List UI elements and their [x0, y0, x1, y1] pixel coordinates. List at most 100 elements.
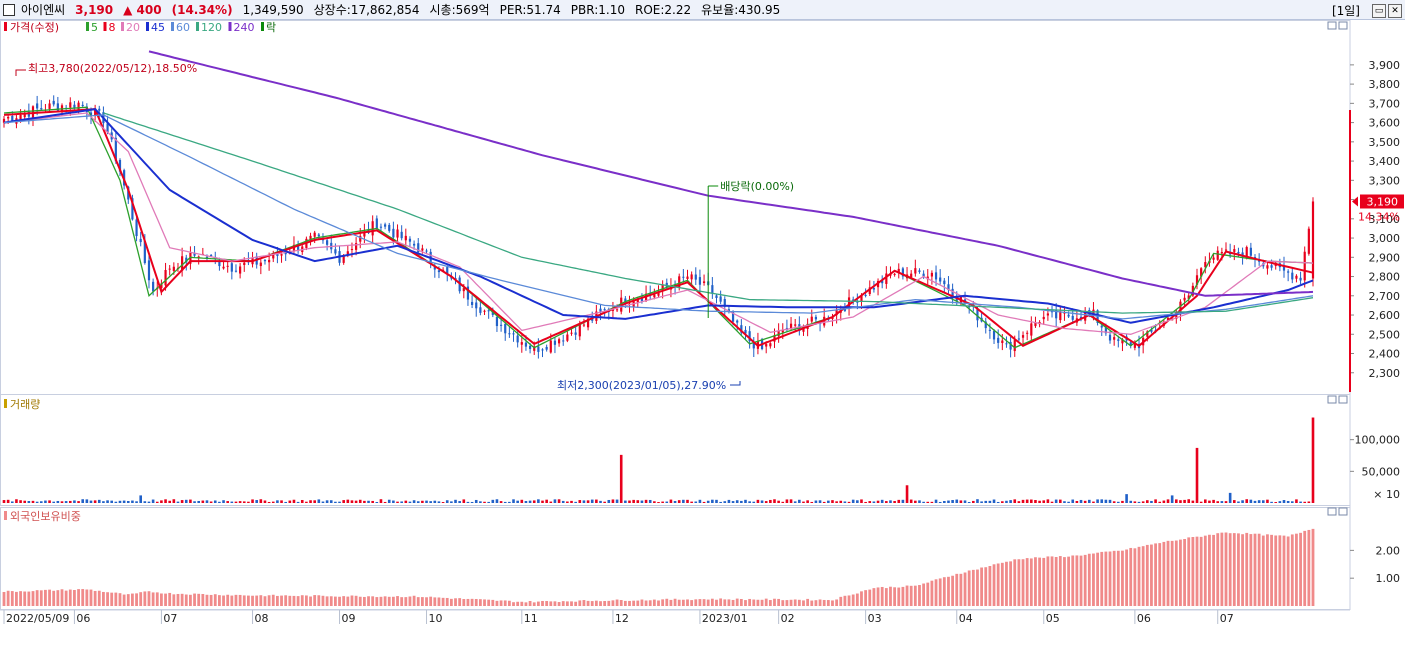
- volume-bar: [897, 499, 901, 503]
- candle-body: [528, 345, 532, 349]
- candle-body: [193, 253, 196, 256]
- foreign-bar: [710, 598, 714, 606]
- candle-body: [69, 102, 72, 108]
- volume-bar: [387, 499, 391, 503]
- candle-body: [259, 262, 262, 267]
- volume-bar: [810, 501, 814, 503]
- candle-body: [1150, 329, 1153, 332]
- candle-body: [98, 108, 101, 111]
- volume-bar: [744, 499, 747, 503]
- minimize-button[interactable]: ▭: [1372, 3, 1386, 18]
- foreign-bar: [462, 599, 466, 606]
- foreign-bar: [897, 587, 901, 606]
- volume-bar: [1286, 500, 1290, 503]
- volume-bar: [1001, 501, 1004, 503]
- candle-body: [1017, 338, 1020, 340]
- foreign-bar: [1282, 535, 1286, 606]
- candle-body: [1021, 335, 1025, 338]
- volume-bar: [611, 499, 615, 503]
- period-selector[interactable]: [1일]: [1331, 4, 1360, 18]
- foreign-bar: [922, 583, 926, 606]
- volume-bar: [648, 499, 652, 503]
- foreign-bar: [681, 599, 685, 606]
- foreign-bar: [454, 598, 457, 606]
- foreign-bar: [652, 599, 656, 606]
- foreign-bar: [669, 599, 673, 606]
- volume-bar: [972, 500, 975, 503]
- foreign-bar: [238, 594, 242, 606]
- volume-bar: [1125, 494, 1128, 503]
- candle-body: [495, 316, 499, 327]
- foreign-bar: [644, 600, 648, 606]
- volume-bar: [122, 500, 126, 503]
- foreign-bar: [329, 596, 333, 606]
- volume-bar: [553, 499, 557, 503]
- stock-name[interactable]: 아이엔씨: [21, 3, 66, 17]
- candle-body: [744, 329, 747, 334]
- foreign-bar: [570, 601, 573, 606]
- foreign-bar: [1232, 533, 1236, 606]
- volume-bar: [752, 501, 756, 503]
- foreign-bar: [976, 569, 979, 606]
- foreign-bar: [354, 595, 358, 606]
- foreign-bar: [744, 600, 747, 606]
- candle-body: [715, 295, 718, 299]
- volume-bar: [1059, 499, 1062, 503]
- volume-bar: [1183, 499, 1186, 503]
- foreign-bar: [213, 594, 217, 606]
- foreign-bar: [764, 598, 768, 606]
- candle-body: [433, 265, 436, 270]
- price-tick-label: 2,600: [1369, 309, 1401, 322]
- volume-bar: [6, 499, 10, 503]
- candle-body: [574, 332, 577, 335]
- candle-body: [1166, 317, 1170, 320]
- foreign-bar: [905, 585, 909, 606]
- volume-bar: [677, 500, 681, 503]
- volume-bar: [416, 501, 420, 503]
- candle-body: [189, 252, 192, 264]
- volume-bar: [930, 501, 934, 503]
- volume-bar: [1092, 501, 1095, 503]
- candle-body: [218, 260, 221, 267]
- volume-bar: [1299, 501, 1302, 503]
- market-cap: 시총:569억: [429, 3, 490, 17]
- foreign-bar: [400, 597, 404, 606]
- foreign-bar: [806, 598, 810, 606]
- volume-bar: [603, 501, 606, 503]
- volume-bar: [499, 501, 503, 503]
- candle-body: [272, 253, 275, 259]
- listed-shares: 상장수:17,862,854: [313, 3, 420, 17]
- volume-bar: [375, 501, 379, 503]
- candle-body: [769, 343, 772, 347]
- foreign-bar: [1050, 556, 1054, 606]
- volume-bar: [19, 500, 22, 503]
- volume-bar: [545, 499, 548, 503]
- foreign-bar: [814, 600, 818, 606]
- foreign-legend-marker: [4, 511, 7, 520]
- volume-bar: [835, 501, 838, 503]
- volume-bar: [578, 500, 582, 503]
- candle-body: [1013, 340, 1016, 352]
- volume-bar: [263, 500, 267, 503]
- volume-bar: [462, 499, 466, 503]
- close-button[interactable]: ✕: [1388, 3, 1402, 18]
- panel-close-icon-1: [1338, 395, 1348, 404]
- foreign-bar: [835, 599, 839, 606]
- volume-bar: [164, 499, 167, 503]
- foreign-bar: [909, 585, 913, 606]
- candle-body: [371, 221, 374, 236]
- candle-body: [363, 231, 366, 237]
- foreign-bar: [1195, 536, 1199, 606]
- volume-bar: [379, 499, 383, 503]
- foreign-bar: [367, 596, 370, 606]
- foreign-bar: [594, 600, 598, 606]
- candle-body: [7, 116, 10, 119]
- foreign-bar: [44, 589, 47, 606]
- foreign-bar: [267, 595, 271, 606]
- ma-legend-label-8: 8: [109, 21, 116, 34]
- foreign-bar: [495, 600, 499, 606]
- per-value: PER:51.74: [499, 2, 561, 17]
- volume-bar: [1270, 501, 1273, 503]
- select-checkbox[interactable]: [3, 3, 15, 16]
